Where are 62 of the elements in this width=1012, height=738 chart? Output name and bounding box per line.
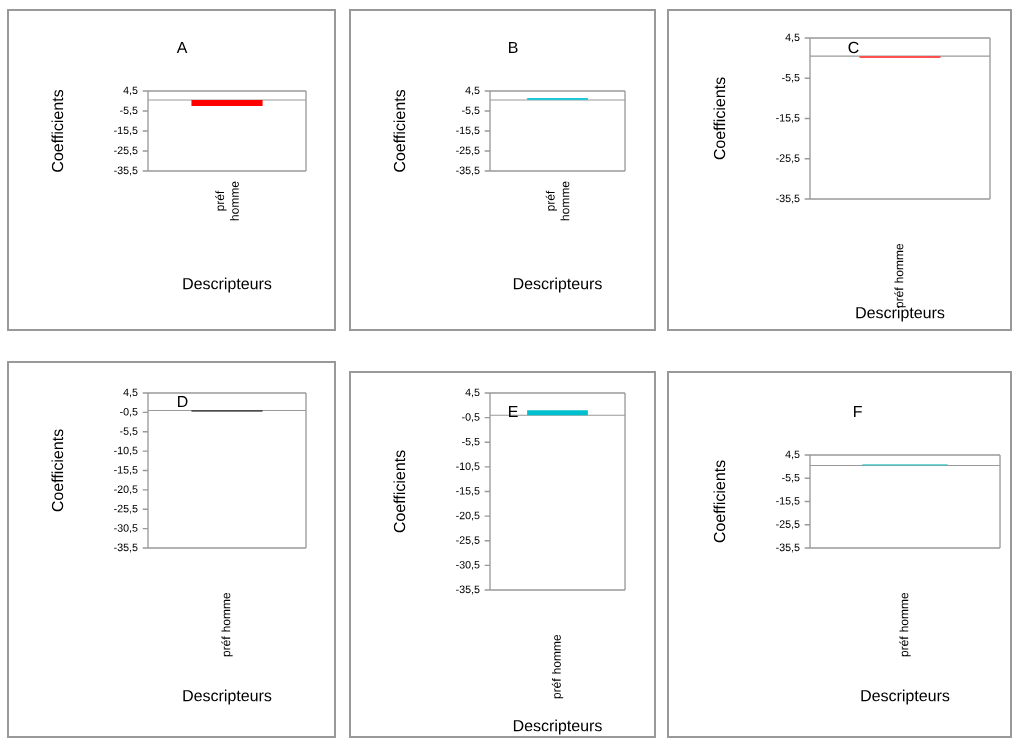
y-tick-label: -15,5 — [456, 487, 480, 496]
x-tick-label: préf homme — [899, 592, 911, 657]
y-axis-title: Coefficients — [393, 450, 406, 533]
x-axis-title: Descripteurs — [856, 306, 945, 322]
y-tick-label: 4,5 — [465, 86, 480, 96]
y-tick-label: -5,5 — [462, 106, 480, 116]
y-tick-label: 4,5 — [785, 450, 800, 460]
y-tick-label: -15,5 — [456, 126, 480, 136]
y-tick-label: -25,5 — [114, 504, 138, 514]
y-tick-label: -10,5 — [114, 446, 138, 456]
x-tick-label: préf homme — [215, 181, 239, 221]
chart-title: D — [178, 395, 188, 407]
x-axis-title: Descripteurs — [861, 689, 950, 705]
y-tick-label: -30,5 — [114, 524, 138, 534]
y-tick-label: -5,5 — [782, 73, 800, 83]
y-tick-label: -15,5 — [114, 466, 138, 475]
y-tick-label: -35,5 — [456, 585, 480, 595]
y-tick-label: 4,5 — [785, 33, 800, 43]
x-axis-title: Descripteurs — [183, 689, 272, 705]
y-axis-title: Coefficients — [713, 460, 726, 543]
x-tick-label: préf homme — [551, 634, 564, 699]
y-axis-title: Coefficients — [713, 77, 726, 160]
chart-title: C — [848, 41, 859, 54]
y-tick-label: -20,5 — [114, 485, 138, 495]
y-tick-label: -25,5 — [776, 154, 800, 164]
y-tick-label: -35,5 — [776, 194, 800, 204]
chart-title: B — [509, 41, 518, 53]
x-tick-label: préf homme — [221, 592, 233, 657]
chart-title: F — [854, 405, 862, 417]
y-tick-label: -20,5 — [456, 511, 480, 521]
x-tick-label: préf homme — [545, 181, 570, 221]
y-axis-title: Coefficients — [51, 89, 64, 172]
y-tick-label: -35,5 — [114, 543, 138, 553]
y-tick-label: -5,5 — [120, 427, 138, 437]
y-tick-label: -30,5 — [456, 560, 480, 570]
y-tick-label: -15,5 — [114, 126, 138, 136]
x-axis-title: Descripteurs — [513, 719, 602, 735]
y-tick-label: 4,5 — [465, 388, 480, 398]
y-tick-label: -25,5 — [456, 146, 480, 156]
y-tick-label: -35,5 — [456, 166, 480, 176]
y-tick-label: -35,5 — [114, 166, 138, 176]
text: E — [509, 405, 518, 417]
y-axis-title: Coefficients — [393, 89, 406, 172]
y-tick-label: -15,5 — [776, 114, 800, 123]
y-axis-title: Coefficients — [51, 429, 64, 512]
y-tick-label: -5,5 — [782, 473, 800, 483]
y-tick-label: 4,5 — [123, 86, 138, 96]
x-tick-label: préf homme — [894, 243, 906, 308]
y-tick-label: -25,5 — [114, 146, 138, 156]
y-tick-label: -0,5 — [120, 407, 138, 417]
x-axis-title: Descripteurs — [513, 277, 602, 293]
y-tick-label: -25,5 — [456, 536, 480, 546]
y-tick-label: -5,5 — [462, 437, 480, 447]
y-tick-label: -15,5 — [776, 497, 800, 506]
x-axis-title: Descripteurs — [183, 277, 272, 293]
y-tick-label: -35,5 — [776, 543, 800, 553]
y-tick-label: -25,5 — [776, 520, 800, 530]
y-tick-label: -10,5 — [456, 462, 480, 472]
y-tick-label: -0,5 — [462, 413, 480, 423]
chart-title: A — [176, 41, 188, 53]
y-tick-label: 4,5 — [123, 388, 138, 398]
y-tick-label: -5,5 — [120, 106, 138, 116]
